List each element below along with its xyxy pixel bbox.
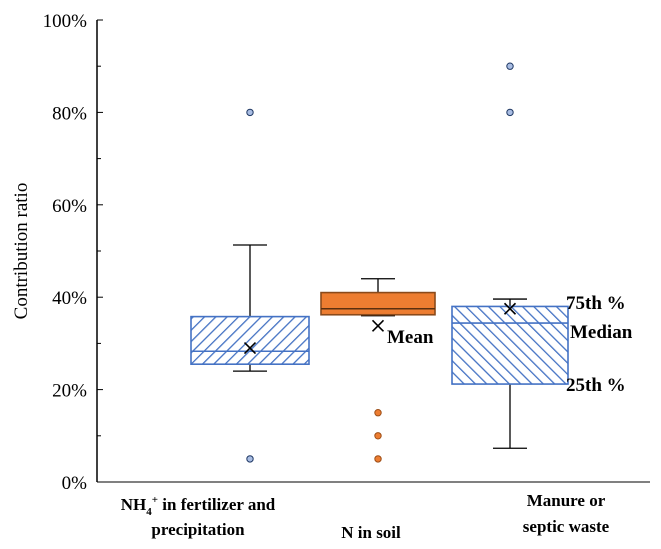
annotation-mean: Mean bbox=[387, 327, 434, 348]
category-label-2: N in soil bbox=[341, 523, 401, 542]
annotation-labels: Mean 75th % Median 25th % bbox=[387, 293, 633, 396]
y-tick-label: 40% bbox=[52, 288, 87, 309]
annotation-25th: 25th % bbox=[566, 375, 626, 396]
category-labels: NH4+ in fertilizer and precipitation N in … bbox=[121, 491, 610, 542]
box-series-2 bbox=[320, 278, 436, 463]
mean-marker bbox=[503, 302, 517, 315]
box-series-1 bbox=[190, 108, 310, 463]
y-tick-label: 0% bbox=[62, 473, 88, 494]
outlier-point bbox=[246, 108, 254, 117]
box-iqr bbox=[190, 315, 310, 365]
category-label-1-line2: precipitation bbox=[151, 520, 245, 539]
y-tick-label: 100% bbox=[43, 11, 88, 32]
mean-marker bbox=[243, 341, 257, 355]
category-label-3-line1: Manure or bbox=[527, 491, 606, 510]
y-tick-label: 80% bbox=[52, 103, 87, 124]
box-iqr bbox=[320, 291, 436, 316]
mean-marker bbox=[371, 319, 385, 332]
box-iqr bbox=[451, 305, 569, 385]
outlier-point bbox=[374, 432, 382, 440]
category-label-1-line1: NH4+ in fertilizer and bbox=[121, 494, 276, 518]
y-axis-ticks: 0% 20% 40% 60% 80% 100% bbox=[43, 11, 103, 494]
annotation-75th: 75th % bbox=[566, 293, 626, 314]
y-tick-label: 60% bbox=[52, 196, 87, 217]
annotation-median: Median bbox=[570, 322, 633, 343]
outlier-point bbox=[506, 108, 514, 117]
outlier-point bbox=[246, 455, 254, 463]
outlier-point bbox=[374, 455, 382, 463]
boxes-group bbox=[190, 62, 569, 463]
y-axis-label: Contribution ratio bbox=[11, 183, 32, 320]
outlier-point bbox=[506, 62, 514, 70]
box-series-3 bbox=[451, 62, 569, 449]
outlier-point bbox=[374, 409, 382, 417]
y-tick-label: 20% bbox=[52, 381, 87, 402]
category-label-3-line2: septic waste bbox=[523, 517, 610, 536]
